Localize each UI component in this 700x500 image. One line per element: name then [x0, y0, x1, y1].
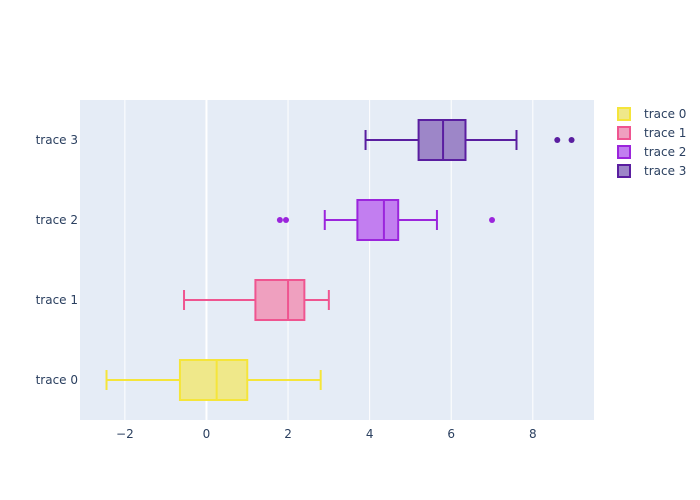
legend[interactable]: trace 0 trace 1 trace 2 trace 3 [617, 107, 686, 178]
y-tick-label: trace 3 [36, 133, 78, 147]
outlier-point [283, 217, 290, 223]
box-iqr [178, 359, 249, 401]
box-iqr [254, 279, 306, 321]
legend-label: trace 2 [644, 145, 686, 159]
x-tick-label: 2 [284, 427, 292, 441]
legend-item-trace-3[interactable]: trace 3 [617, 164, 686, 178]
box-iqr [356, 199, 400, 241]
y-tick-label: trace 0 [36, 373, 78, 387]
y-axis-ticks: trace 0 trace 1 trace 2 trace 3 [36, 133, 78, 387]
box-trace-3[interactable] [364, 119, 575, 161]
x-tick-label: −2 [116, 427, 134, 441]
box-iqr [417, 119, 467, 161]
box-trace-0[interactable] [105, 359, 322, 401]
outlier-point [568, 137, 575, 143]
legend-label: trace 0 [644, 107, 686, 121]
x-axis-ticks: −2 0 2 4 6 8 [116, 427, 537, 441]
x-tick-label: 0 [203, 427, 211, 441]
box-trace-1[interactable] [183, 279, 330, 321]
legend-item-trace-0[interactable]: trace 0 [617, 107, 686, 121]
box-trace-2[interactable] [276, 199, 496, 241]
legend-swatch [617, 164, 631, 178]
outlier-point [554, 137, 561, 143]
legend-label: trace 1 [644, 126, 686, 140]
y-tick-label: trace 1 [36, 293, 78, 307]
x-tick-label: 8 [529, 427, 537, 441]
legend-swatch [617, 107, 631, 121]
legend-label: trace 3 [644, 164, 686, 178]
grid-lines [124, 100, 534, 420]
legend-item-trace-2[interactable]: trace 2 [617, 145, 686, 159]
y-tick-label: trace 2 [36, 213, 78, 227]
box-series [105, 119, 575, 401]
plot-area [80, 100, 594, 420]
x-tick-label: 6 [447, 427, 455, 441]
x-tick-label: 4 [366, 427, 374, 441]
outlier-point [276, 217, 283, 223]
legend-swatch [617, 126, 631, 140]
outlier-point [489, 217, 496, 223]
legend-item-trace-1[interactable]: trace 1 [617, 126, 686, 140]
legend-swatch [617, 145, 631, 159]
